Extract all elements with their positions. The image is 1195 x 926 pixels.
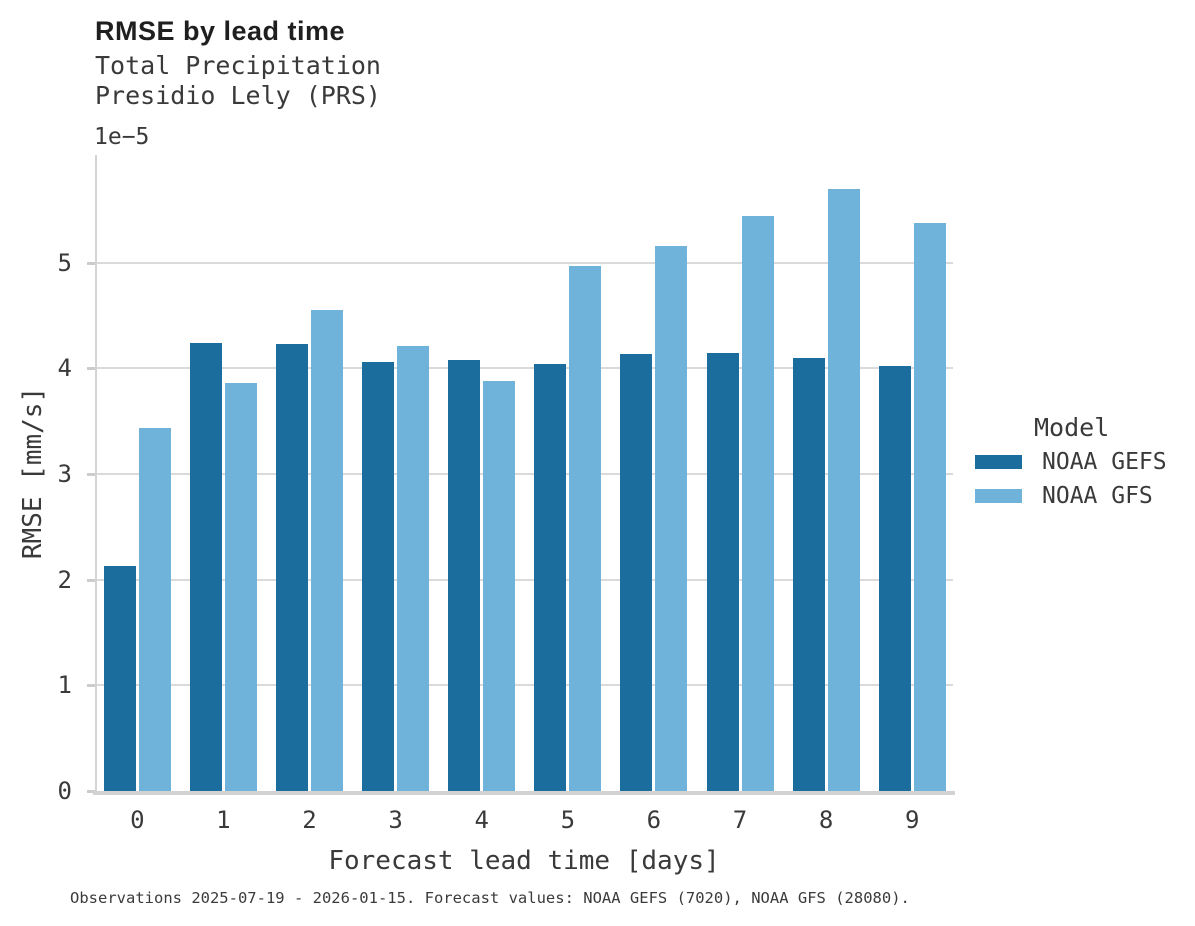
x-ticklabel-2: 2 — [302, 806, 317, 834]
bar-noaa-gefs-lead-4 — [448, 359, 481, 791]
y-ticklabel-3: 3 — [57, 460, 72, 489]
chart-title: RMSE by lead time — [95, 16, 346, 46]
bar-noaa-gefs-lead-1 — [189, 343, 222, 791]
bar-noaa-gefs-lead-0 — [103, 565, 136, 791]
x-ticklabel-1: 1 — [216, 806, 231, 834]
x-ticklabel-5: 5 — [560, 806, 576, 834]
bar-noaa-gfs-lead-2 — [311, 310, 343, 791]
gridline-y-2 — [97, 578, 953, 581]
bar-noaa-gefs-lead-5 — [534, 364, 567, 791]
legend-label-noaa-gefs: NOAA GEFS — [1042, 449, 1167, 475]
bar-noaa-gfs-lead-0 — [138, 427, 171, 791]
y-ticklabel-2: 2 — [57, 565, 72, 594]
y-tickmark-3 — [87, 473, 95, 477]
legend-title: Model — [1034, 413, 1110, 442]
gridline-y-1 — [97, 684, 953, 687]
bar-noaa-gefs-lead-7 — [706, 352, 739, 791]
bar-noaa-gefs-lead-8 — [792, 357, 825, 791]
x-ticklabel-9: 9 — [904, 806, 920, 834]
y-tickmark-0 — [87, 790, 95, 793]
figure-caption: Observations 2025-07-19 - 2026-01-15. Fo… — [70, 889, 910, 907]
gridline-y-3 — [97, 473, 953, 476]
y-axis-spine — [95, 155, 97, 795]
y-ticklabel-4: 4 — [57, 354, 72, 383]
bar-noaa-gfs-lead-1 — [224, 383, 257, 791]
y-tickmark-4 — [87, 367, 95, 371]
chart-subtitle-variable: Total Precipitation — [95, 51, 381, 80]
gridline-y-5 — [97, 261, 953, 264]
x-axis-label: Forecast lead time [days] — [328, 846, 720, 876]
bar-noaa-gfs-lead-7 — [741, 216, 774, 791]
legend-swatch-noaa-gfs — [975, 489, 1022, 503]
y-ticklabel-0: 0 — [57, 777, 72, 805]
bar-noaa-gefs-lead-3 — [362, 362, 395, 791]
x-ticklabel-7: 7 — [732, 806, 748, 834]
x-ticklabel-8: 8 — [818, 806, 834, 834]
x-ticklabel-6: 6 — [646, 806, 662, 834]
y-tickmark-2 — [87, 578, 95, 582]
legend-label-noaa-gfs: NOAA GFS — [1042, 483, 1153, 509]
bar-noaa-gfs-lead-5 — [569, 265, 602, 791]
gridline-y-4 — [97, 367, 953, 370]
y-tickmark-5 — [87, 261, 95, 265]
x-ticklabel-0: 0 — [130, 806, 145, 834]
bar-noaa-gefs-lead-6 — [620, 353, 653, 791]
legend-swatch-noaa-gefs — [975, 455, 1022, 469]
bar-noaa-gfs-lead-8 — [827, 188, 860, 791]
x-axis-spine — [93, 791, 955, 795]
bar-noaa-gfs-lead-9 — [913, 222, 946, 791]
bar-noaa-gefs-lead-2 — [276, 344, 308, 791]
y-ticklabel-5: 5 — [57, 248, 72, 277]
x-ticklabel-3: 3 — [388, 806, 403, 834]
y-axis-offset-label: 1e−5 — [94, 124, 150, 150]
bar-noaa-gfs-lead-6 — [655, 245, 688, 791]
bar-noaa-gfs-lead-3 — [397, 346, 430, 791]
bar-noaa-gfs-lead-4 — [483, 381, 516, 791]
y-tickmark-1 — [87, 684, 95, 688]
chart-subtitle-station: Presidio Lely (PRS) — [95, 81, 381, 110]
x-ticklabel-4: 4 — [474, 806, 489, 834]
bar-noaa-gefs-lead-9 — [878, 366, 911, 791]
y-ticklabel-1: 1 — [57, 671, 72, 700]
